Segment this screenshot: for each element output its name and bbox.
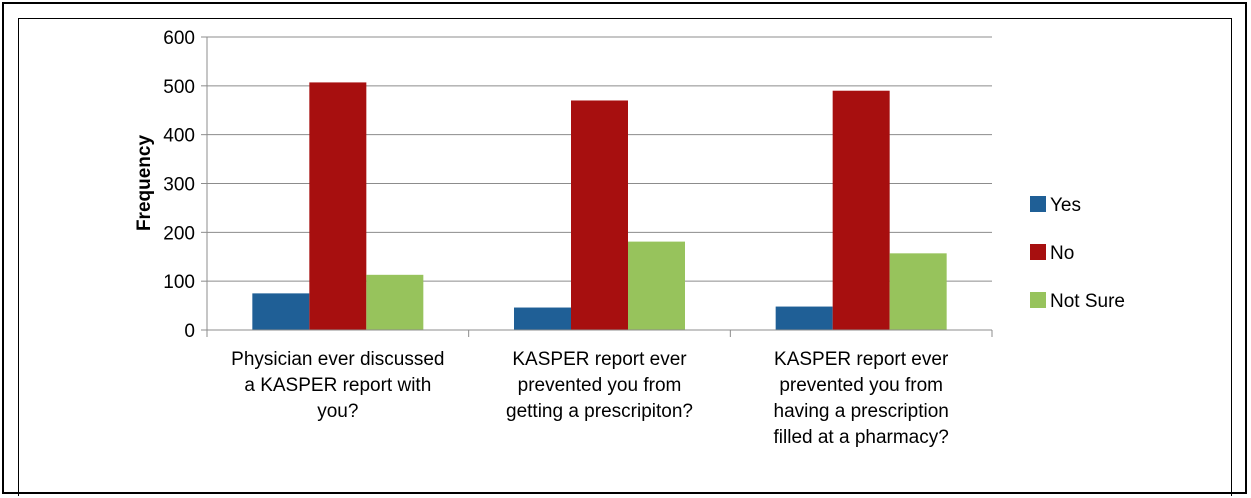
x-axis-category-labels: Physician ever discussed a KASPER report … xyxy=(231,349,949,448)
legend-label: Yes xyxy=(1050,195,1081,216)
y-tick-label: 0 xyxy=(184,321,195,342)
bars xyxy=(252,82,947,330)
bar-not-sure xyxy=(889,253,947,330)
bar-not-sure xyxy=(628,241,685,330)
y-axis-label: Frequency xyxy=(134,135,155,232)
x-axis xyxy=(206,37,993,337)
legend-label: Not Sure xyxy=(1050,291,1125,312)
y-tick-label: 200 xyxy=(163,223,195,244)
y-tick-label: 400 xyxy=(163,126,195,147)
x-category-label: KASPER report ever prevented you from gett… xyxy=(506,349,693,422)
bar-no xyxy=(309,82,367,330)
legend-label: No xyxy=(1050,243,1074,264)
legend-swatch-not-sure xyxy=(1030,292,1046,308)
legend-swatch-yes xyxy=(1030,196,1046,212)
x-category-label: Physician ever discussed a KASPER report … xyxy=(231,349,444,422)
bar-not-sure xyxy=(366,274,424,330)
chart-frame xyxy=(18,18,1232,496)
y-tick-label: 600 xyxy=(163,28,195,49)
x-category-label: KASPER report ever prevented you from havi… xyxy=(774,349,949,448)
y-axis-ticks: 0 100 200 300 400 500 600 xyxy=(163,28,207,342)
y-tick-label: 500 xyxy=(163,77,195,98)
bar-no xyxy=(832,90,890,330)
y-tick-label: 100 xyxy=(163,272,195,293)
bar-yes xyxy=(252,293,310,330)
bar-yes xyxy=(514,307,571,330)
legend: Yes No Not Sure xyxy=(1030,195,1125,312)
y-tick-label: 300 xyxy=(163,175,195,196)
bar-yes xyxy=(775,306,833,330)
legend-swatch-no xyxy=(1030,244,1046,260)
bar-no xyxy=(571,100,628,330)
